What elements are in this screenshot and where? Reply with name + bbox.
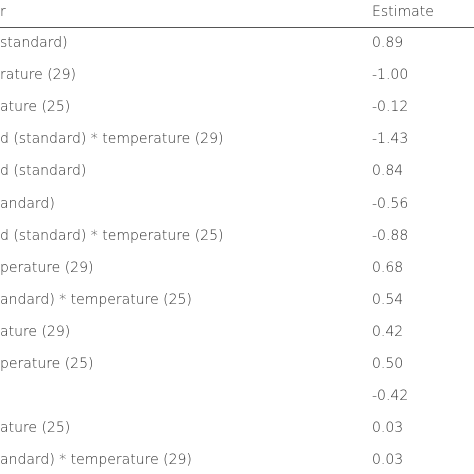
header-estimate: Estimate (372, 4, 434, 20)
row-estimate: -0.56 (372, 195, 409, 212)
row-estimate: 0.84 (372, 163, 404, 180)
row-estimate: 0.03 (372, 420, 404, 437)
row-estimate: 0.03 (372, 452, 404, 469)
row-estimate: -1.43 (372, 131, 409, 148)
row-estimate: 0.68 (372, 259, 404, 276)
row-label: d (standard) * temperature (25) (0, 227, 224, 244)
row-label: andard) * temperature (29) (0, 452, 192, 469)
row-label: andard) (0, 195, 55, 212)
row-label: ature (29) (0, 323, 71, 340)
header-rule (0, 27, 474, 28)
row-label: ature (25) (0, 99, 71, 116)
row-label: rature (29) (0, 67, 76, 84)
row-estimate: -0.88 (372, 227, 409, 244)
row-label: d (standard) * temperature (29) (0, 131, 224, 148)
row-label: standard) (0, 35, 68, 51)
row-estimate: 0.42 (372, 323, 404, 340)
row-estimate: 0.89 (372, 35, 404, 51)
row-estimate: 0.54 (372, 291, 404, 308)
header-parameter: r (0, 4, 6, 20)
row-label: d (standard) (0, 163, 87, 180)
row-label: perature (29) (0, 259, 94, 276)
row-label: andard) * temperature (25) (0, 291, 192, 308)
row-estimate: 0.50 (372, 356, 404, 372)
row-estimate: -0.12 (372, 99, 409, 116)
row-label: perature (25) (0, 356, 94, 372)
row-estimate: -0.42 (372, 388, 409, 405)
row-estimate: -1.00 (372, 67, 409, 84)
row-label: ature (25) (0, 420, 71, 437)
